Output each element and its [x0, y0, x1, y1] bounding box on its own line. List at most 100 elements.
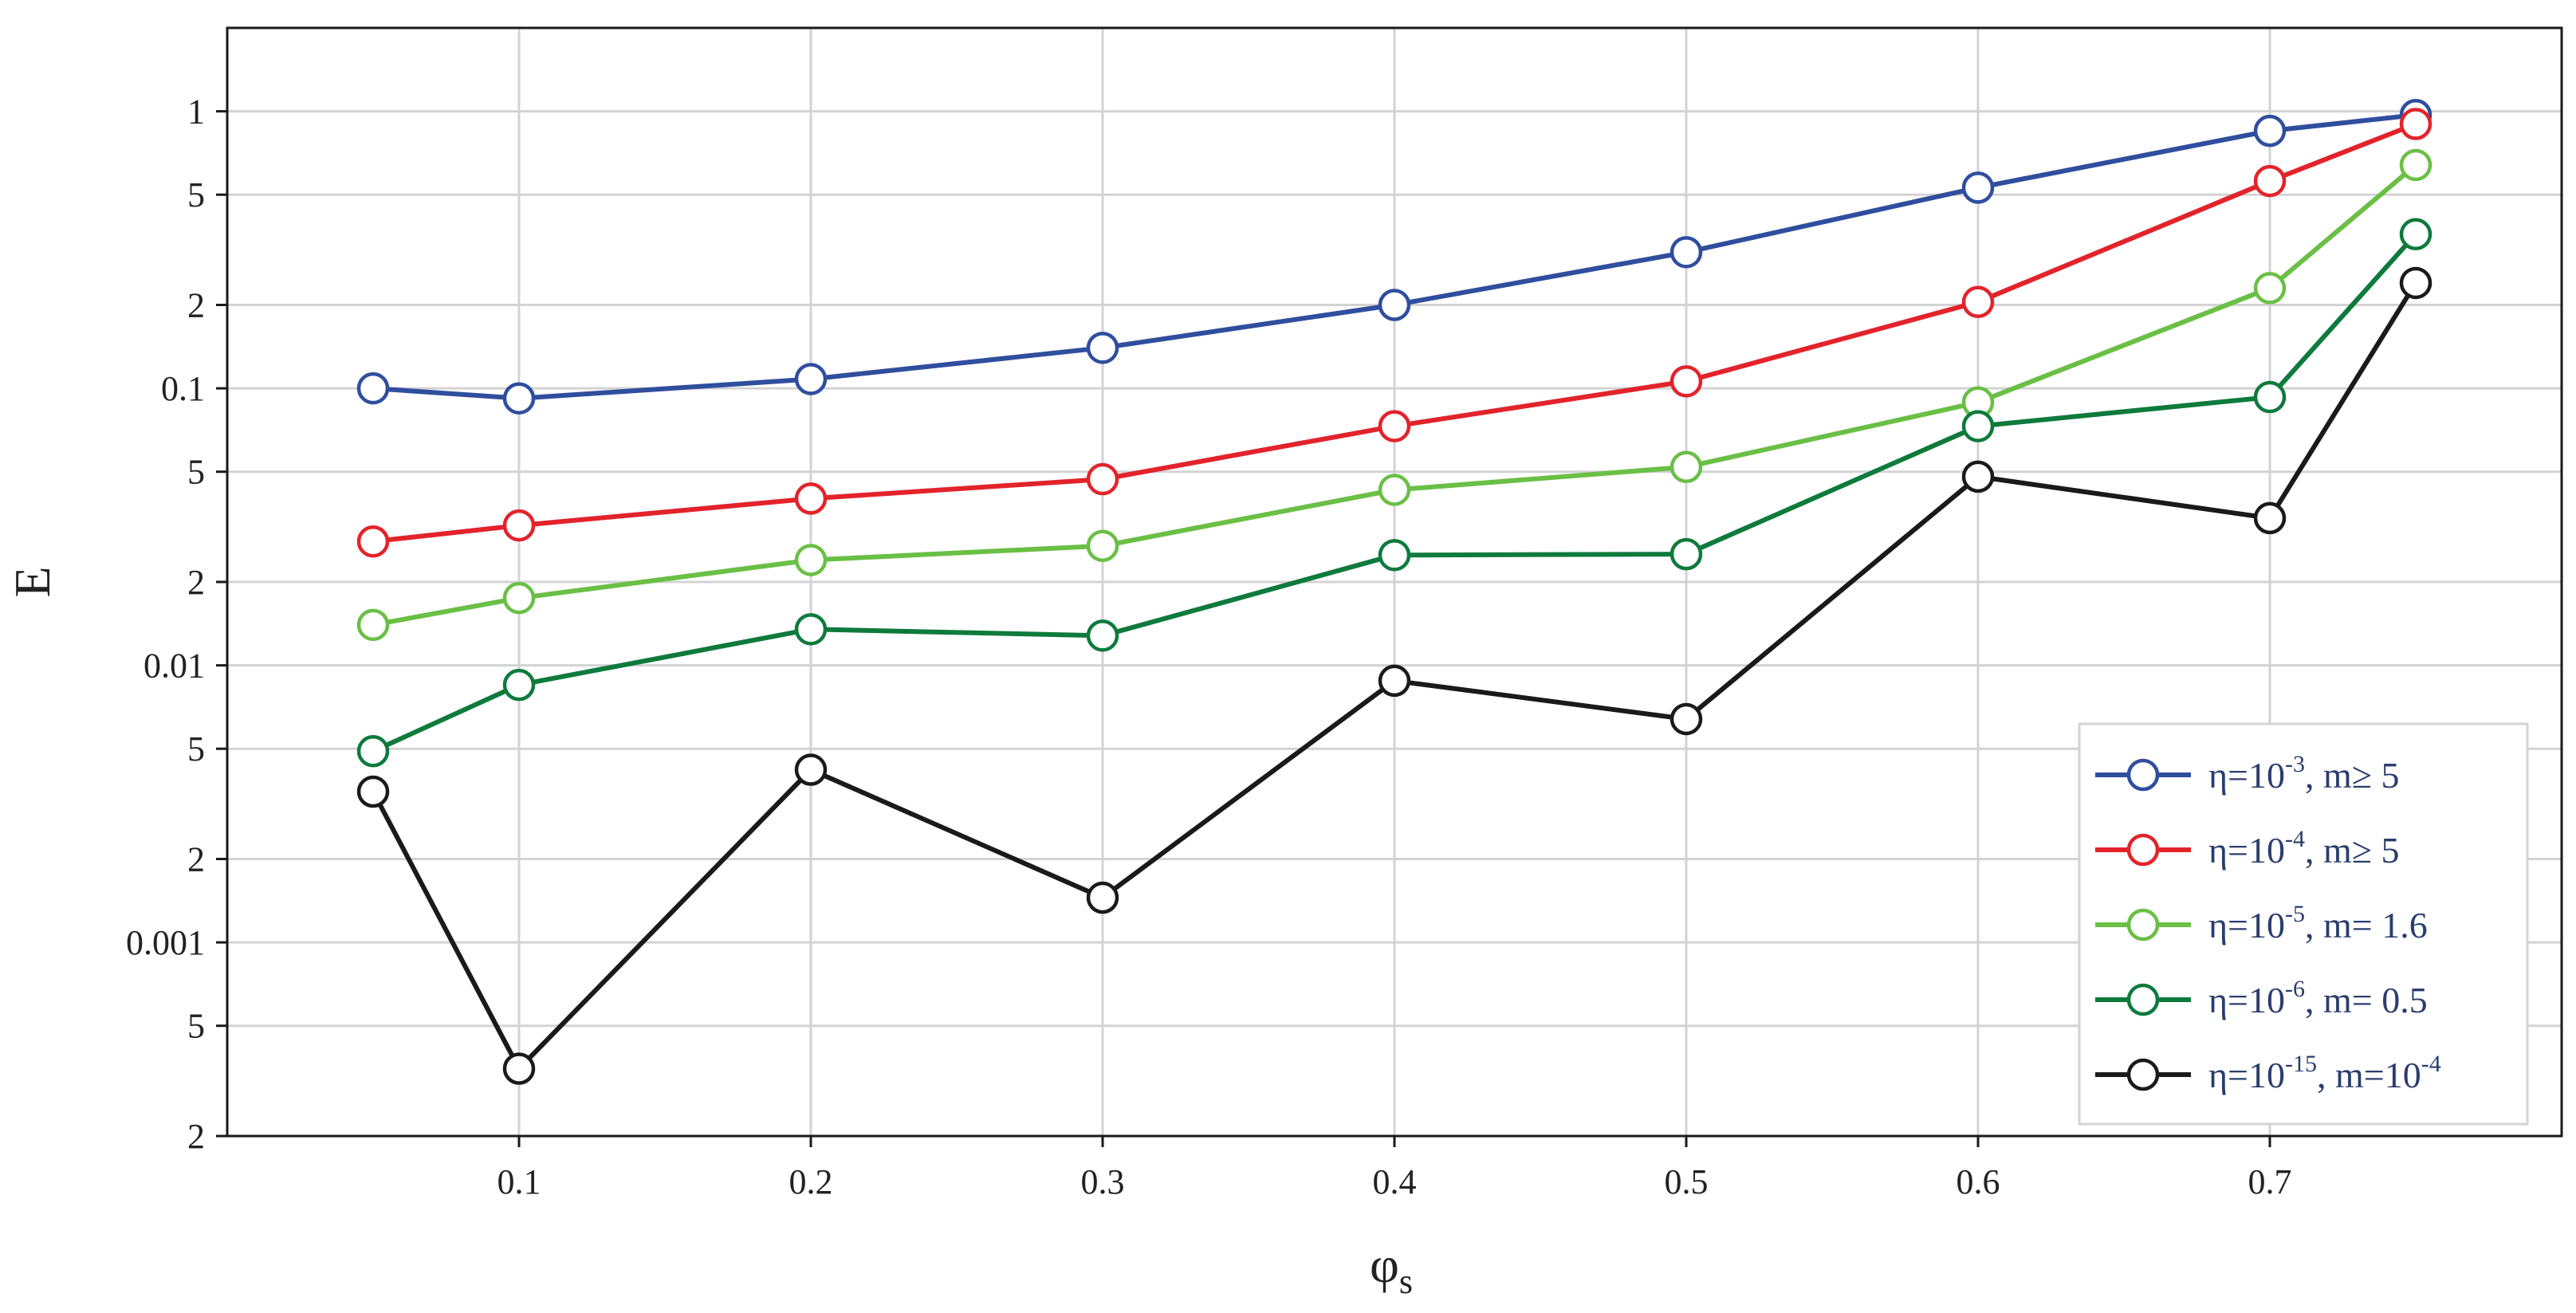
legend-label: η=10-4, m≥ 5: [2208, 826, 2400, 871]
legend-label: η=10-3, m≥ 5: [2208, 751, 2400, 796]
y-tick-label: 2: [187, 840, 205, 879]
x-tick-label: 0.4: [1373, 1162, 1417, 1201]
data-point: [1086, 462, 1119, 496]
data-point: [502, 581, 536, 615]
y-tick-label: 2: [187, 563, 205, 602]
data-point: [1961, 410, 1995, 442]
y-tick-label: 5: [187, 729, 205, 769]
x-tick-label: 0.3: [1081, 1162, 1125, 1201]
data-point: [356, 735, 390, 768]
data-point: [356, 525, 390, 558]
plot-series: [356, 98, 2432, 1085]
data-point: [502, 668, 536, 702]
data-point: [794, 544, 828, 576]
legend-label: η=10-6, m= 0.5: [2208, 976, 2428, 1020]
data-point: [1086, 619, 1119, 652]
legend-item: η=10-3, m≥ 5: [2095, 751, 2400, 796]
legend-label-base: η=10: [2208, 755, 2285, 796]
legend-label: η=10-15, m=10-4: [2208, 1051, 2441, 1095]
data-point: [1378, 474, 1411, 506]
data-point: [1378, 410, 1411, 442]
data-point: [794, 482, 828, 515]
data-point: [1086, 332, 1119, 364]
legend-label-base: η=10: [2208, 905, 2285, 945]
legend-label-rest: , m≥ 5: [2305, 830, 2400, 871]
data-point: [1961, 171, 1995, 204]
series-1: [356, 108, 2432, 558]
data-point: [2253, 164, 2287, 198]
legend-marker: [2126, 758, 2160, 792]
data-point: [1669, 537, 1703, 571]
data-point: [794, 363, 828, 395]
legend-marker: [2126, 908, 2160, 942]
data-point: [794, 613, 828, 646]
x-tick-label: 0.5: [1665, 1162, 1709, 1201]
legend-label-rest: , m= 0.5: [2305, 980, 2428, 1020]
y-tick-label: 0.1: [161, 369, 205, 408]
data-point: [2253, 272, 2287, 305]
series-3: [356, 218, 2432, 768]
data-point: [2253, 380, 2287, 414]
data-point: [2399, 108, 2432, 140]
data-point: [1086, 529, 1119, 562]
legend-label-rest: , m=10: [2317, 1055, 2421, 1095]
data-point: [1086, 881, 1119, 914]
x-axis-label-subscript: s: [1399, 1262, 1413, 1301]
axis-ticks: 0.1 0.2 0.3 0.4 0.5 0.6 0.7 2 5 0.001 2 5 0.01 2 5 0.1 2…: [126, 92, 2292, 1201]
legend-label: η=10-5, m= 1.6: [2208, 901, 2428, 945]
data-point: [1669, 702, 1703, 736]
legend-label-exponent-2: -4: [2421, 1051, 2441, 1077]
legend-label-rest: , m= 1.6: [2305, 905, 2428, 945]
x-tick-label: 0.6: [1957, 1162, 2000, 1201]
legend-item: η=10-4, m≥ 5: [2095, 826, 2400, 871]
y-tick-label: 0.01: [144, 647, 205, 686]
y-tick-label: 1: [187, 92, 205, 132]
x-tick-label: 0.7: [2248, 1162, 2292, 1201]
legend-marker: [2126, 1058, 2160, 1091]
data-point: [2253, 501, 2287, 535]
legend-marker: [2126, 983, 2160, 1016]
data-point: [1669, 236, 1703, 269]
legend-label-exponent: -4: [2285, 826, 2305, 852]
legend-marker: [2126, 833, 2160, 867]
data-point: [794, 753, 828, 786]
legend-label-base: η=10: [2208, 1055, 2285, 1095]
data-point: [2399, 218, 2432, 251]
data-point: [1669, 450, 1703, 484]
legend-label-base: η=10: [2208, 980, 2285, 1020]
legend-label-exponent: -3: [2285, 751, 2305, 777]
data-point: [502, 1052, 536, 1085]
data-point: [502, 382, 536, 415]
series-2: [356, 148, 2432, 642]
y-tick-label: 2: [187, 286, 205, 325]
legend-item: η=10-5, m= 1.6: [2095, 901, 2428, 945]
data-point: [1669, 365, 1703, 398]
data-point: [1378, 664, 1411, 698]
data-point: [1961, 285, 1995, 319]
data-point: [2399, 148, 2432, 182]
x-axis-label-symbol: φ: [1370, 1236, 1399, 1293]
x-tick-label: 0.1: [498, 1162, 541, 1201]
legend-label-exponent: -15: [2285, 1051, 2317, 1077]
data-point: [2399, 266, 2432, 300]
legend: η=10-3, m≥ 5η=10-4, m≥ 5η=10-5, m= 1.6η=…: [2078, 722, 2529, 1126]
data-point: [1378, 289, 1411, 321]
legend-label-exponent: -6: [2285, 976, 2305, 1002]
data-point: [356, 608, 390, 642]
data-point: [1961, 460, 1995, 493]
y-tick-label: 5: [187, 453, 205, 492]
data-point: [502, 509, 536, 542]
legend-item: η=10-6, m= 0.5: [2095, 976, 2428, 1020]
data-point: [1378, 539, 1411, 572]
y-axis-label: E: [4, 566, 61, 597]
data-point: [356, 775, 390, 808]
y-tick-label: 5: [187, 175, 205, 214]
legend-label-exponent: -5: [2285, 901, 2305, 927]
x-axis-label: φs: [1370, 1236, 1413, 1301]
x-tick-label: 0.2: [789, 1162, 833, 1201]
legend-item: η=10-15, m=10-4: [2095, 1051, 2441, 1095]
series-0: [356, 98, 2432, 415]
data-point: [356, 371, 390, 405]
y-tick-label: 2: [187, 1117, 205, 1156]
